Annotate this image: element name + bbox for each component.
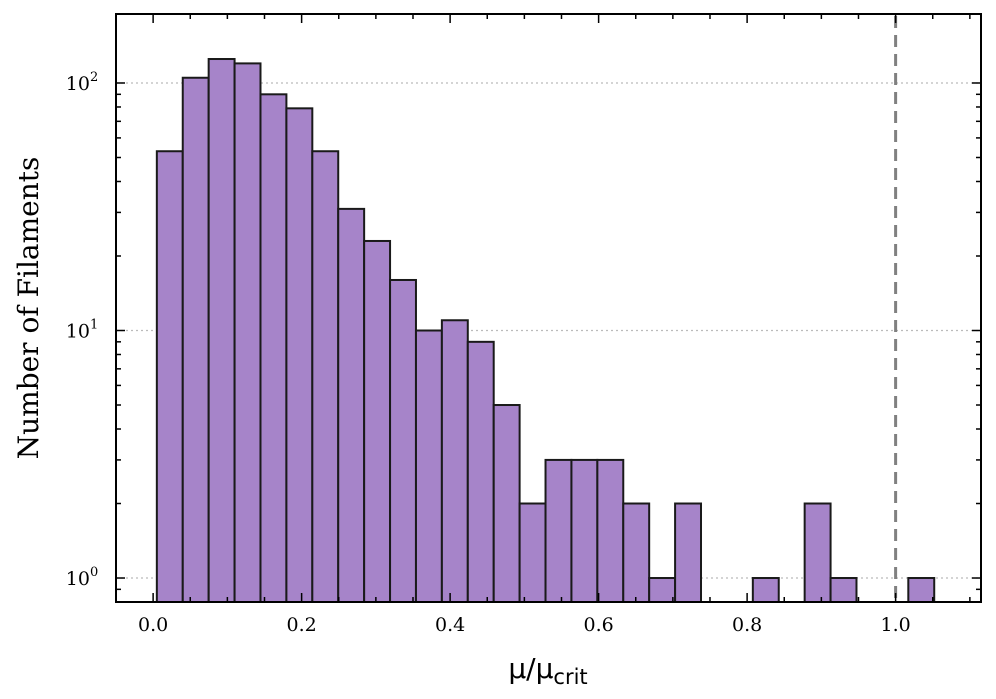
y-tick-label: 101 xyxy=(66,318,98,343)
histogram-bar xyxy=(907,577,936,603)
x-tick-label: 0.6 xyxy=(584,614,614,636)
histogram-bar xyxy=(233,62,262,603)
histogram-bar xyxy=(285,107,314,603)
histogram-bars xyxy=(155,58,936,604)
histogram-bar xyxy=(544,458,573,603)
histogram-bar xyxy=(207,58,236,604)
histogram-bar xyxy=(440,319,469,603)
histogram-bar xyxy=(648,577,677,603)
x-tick-labels: 0.0 0.2 0.4 0.6 0.8 1.0 xyxy=(138,614,911,636)
y-tick-labels: 100 101 102 xyxy=(66,70,98,590)
histogram-bar xyxy=(674,502,703,603)
x-tick-label: 0.8 xyxy=(732,614,762,636)
x-axis-label-sub: crit xyxy=(553,665,587,689)
x-tick-label: 0.2 xyxy=(287,614,317,636)
histogram-bar xyxy=(181,76,210,603)
histogram-bar xyxy=(803,502,832,603)
histogram-bar xyxy=(389,278,417,603)
y-axis-label: Number of Filaments xyxy=(12,157,45,460)
histogram-bar xyxy=(259,93,288,603)
x-tick-label: 0.0 xyxy=(138,614,168,636)
histogram-bar xyxy=(622,502,651,603)
histogram-bar xyxy=(751,577,780,603)
histogram-bar xyxy=(518,502,547,603)
histogram-bar xyxy=(492,404,521,603)
histogram-bar xyxy=(414,329,443,603)
x-tick-label: 0.4 xyxy=(435,614,465,636)
histogram-bar xyxy=(311,150,340,603)
histogram-bar xyxy=(155,150,184,603)
histogram-bar xyxy=(829,577,858,603)
x-axis-label-main: μ/μ xyxy=(508,652,553,685)
histogram-bar xyxy=(337,207,366,603)
x-tick-label: 1.0 xyxy=(881,614,911,636)
plot-frame xyxy=(115,13,982,603)
y-tick-label: 100 xyxy=(66,565,98,590)
histogram-bar xyxy=(466,340,495,603)
histogram-bar xyxy=(570,458,599,603)
histogram-bar xyxy=(596,458,625,603)
y-tick-label: 102 xyxy=(66,70,98,95)
histogram-bar xyxy=(363,239,392,604)
x-axis-label: μ/μcrit xyxy=(508,652,587,689)
